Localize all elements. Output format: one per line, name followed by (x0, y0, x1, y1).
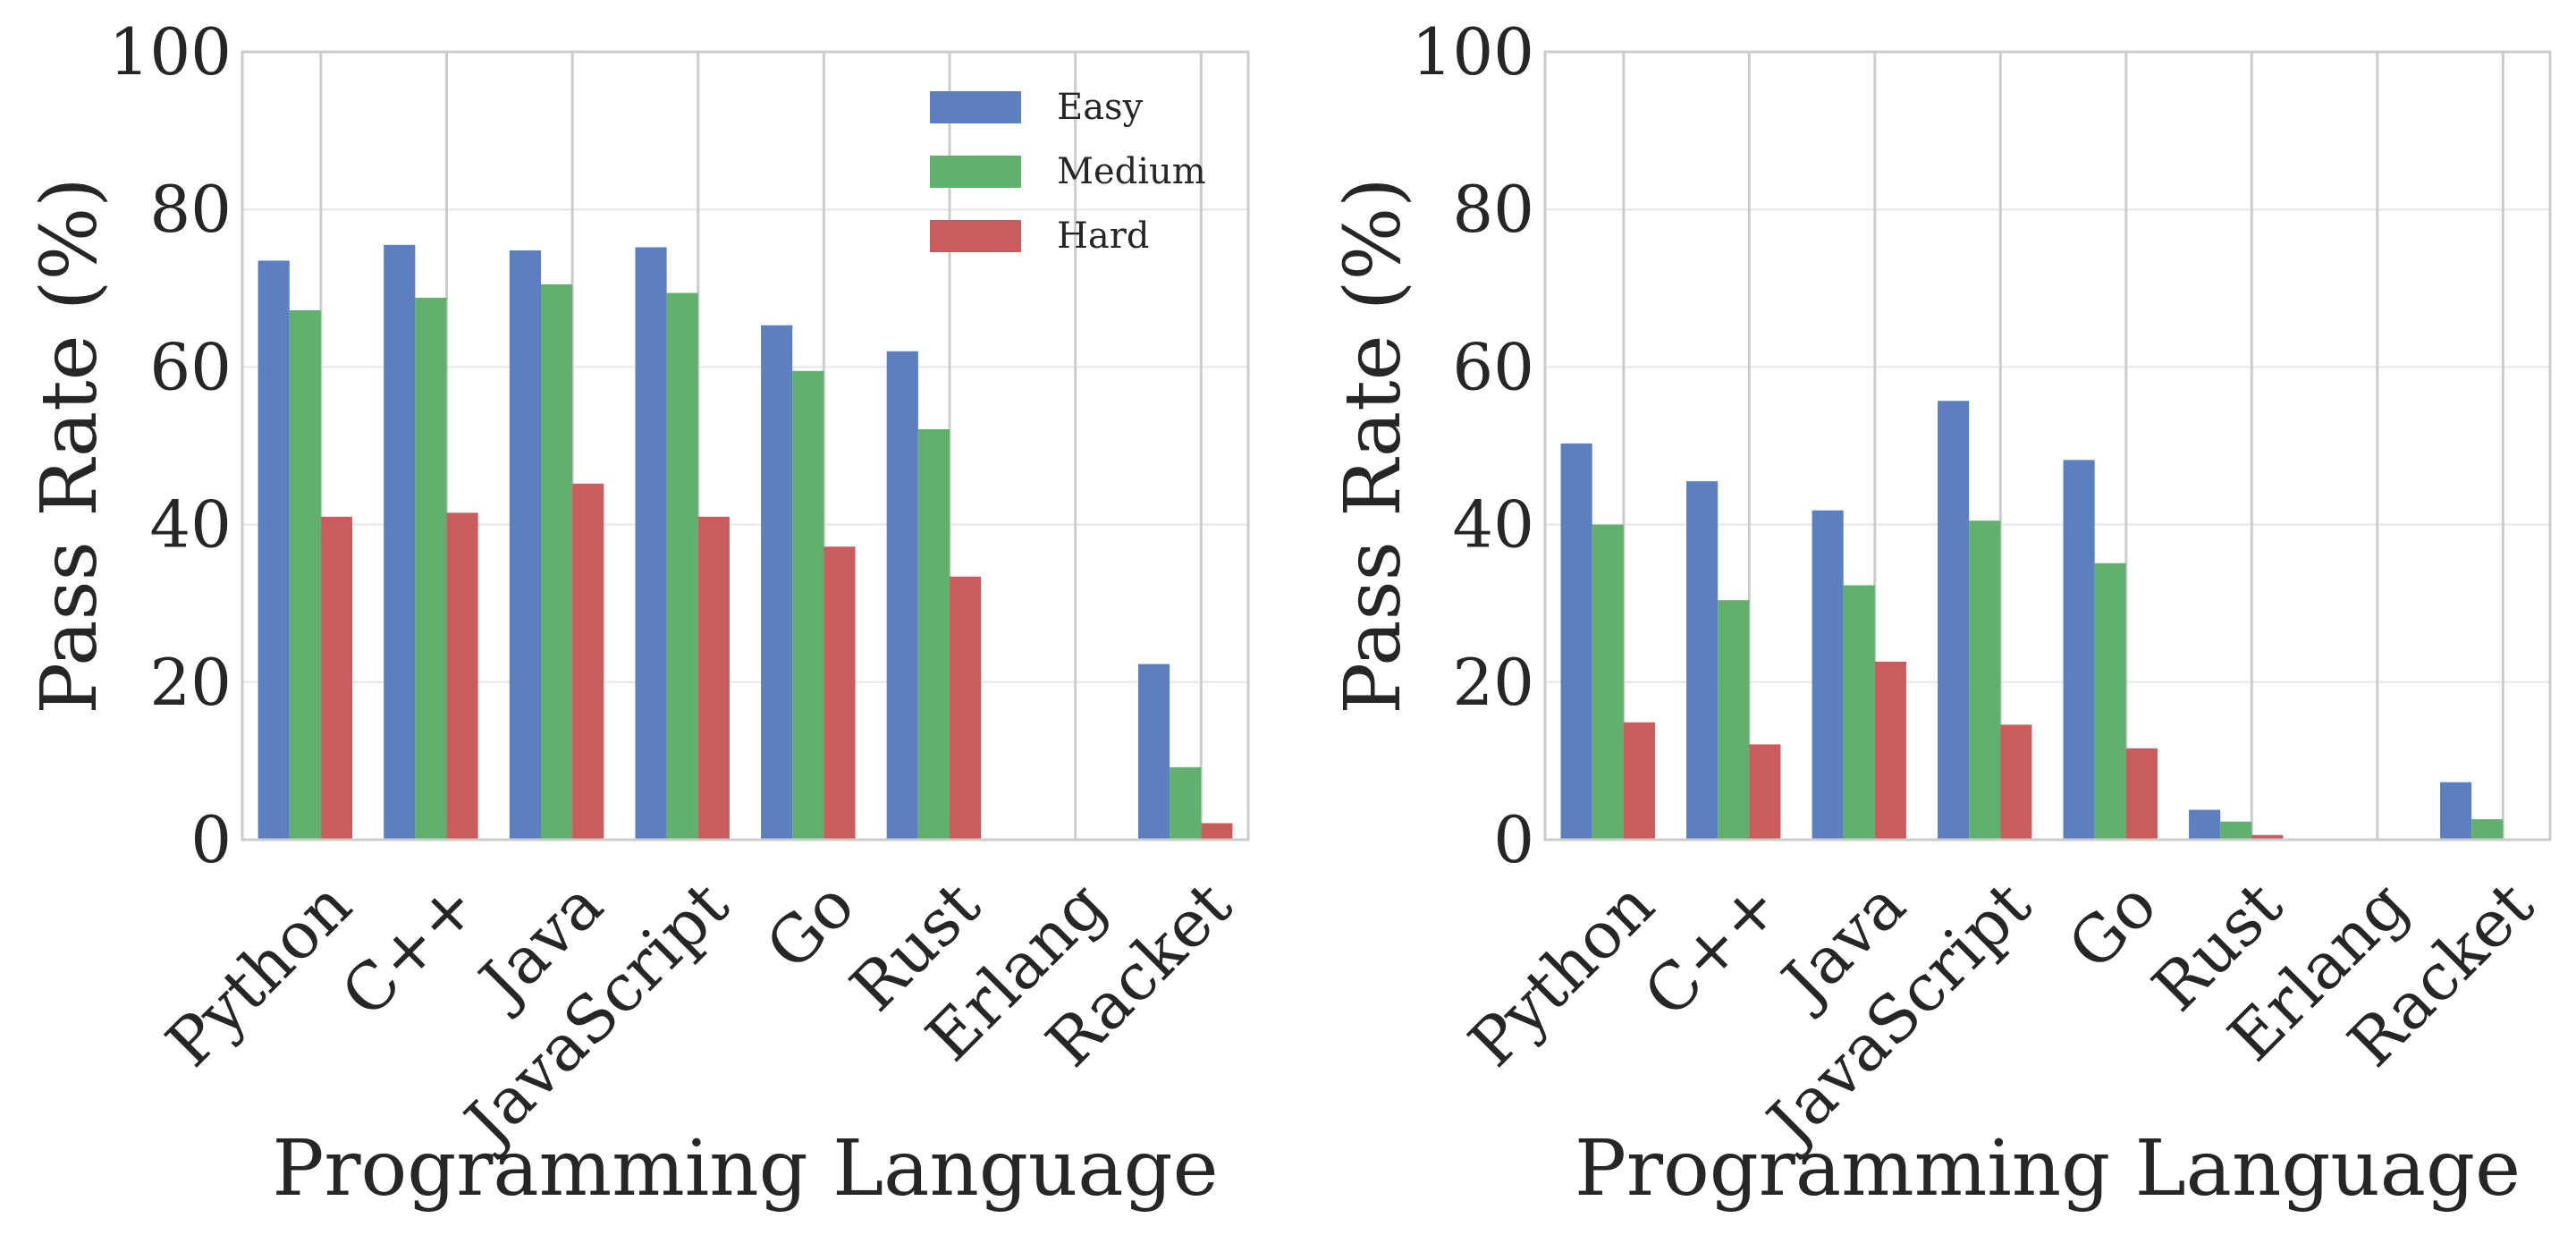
legend-label-medium: Medium (1057, 151, 1206, 192)
legend-swatch-medium (930, 156, 1021, 188)
y-tick-label: 0 (190, 802, 232, 877)
bar-medium-rust (2220, 821, 2252, 840)
y-tick-label: 40 (149, 487, 232, 563)
x-tick-label: C++ (1630, 867, 1795, 1032)
bar-medium-racket (1170, 766, 1202, 840)
plot-frame (241, 50, 1250, 842)
bar-hard-rust (950, 576, 982, 840)
bar-medium-python (289, 309, 321, 840)
bar-easy-cpp (384, 244, 416, 841)
y-tick-label: 20 (1452, 645, 1534, 720)
y-tick-label: 80 (1452, 172, 1534, 247)
bar-hard-go (823, 546, 856, 840)
y-axis-label: Pass Rate (%) (25, 177, 114, 715)
bar-hard-go (2125, 748, 2158, 840)
bar-easy-python (1560, 443, 1592, 840)
legend-swatch-easy (930, 91, 1021, 123)
bar-easy-racket (2440, 782, 2472, 840)
legend: Easy Medium Hard (930, 87, 1206, 257)
bar-medium-racket (2471, 819, 2504, 840)
bar-hard-cpp (446, 512, 478, 840)
bar-medium-javascript (1969, 520, 2001, 840)
bar-hard-python (320, 516, 353, 840)
x-axis-label: Programming Language (273, 1124, 1219, 1214)
bar-easy-go (2063, 460, 2095, 840)
y-tick-label: 100 (1412, 14, 1534, 89)
bar-easy-java (509, 250, 541, 841)
bar-medium-go (2094, 563, 2126, 840)
bar-hard-cpp (1749, 744, 1781, 840)
bar-medium-go (792, 370, 824, 840)
bar-easy-go (761, 325, 793, 840)
legend-label-easy: Easy (1057, 87, 1144, 128)
y-tick-label: 60 (149, 329, 232, 404)
bar-medium-javascript (666, 292, 698, 840)
x-axis-label: Programming Language (1575, 1124, 2521, 1214)
bar-easy-python (258, 260, 290, 841)
y-tick-label: 0 (1493, 802, 1534, 877)
legend-swatch-hard (930, 220, 1021, 252)
plot-frame (1543, 50, 2552, 842)
bar-easy-java (1812, 510, 1844, 840)
bar-hard-rust (2251, 834, 2284, 840)
y-tick-label: 80 (149, 172, 232, 247)
y-tick-label: 60 (1452, 329, 1534, 404)
bar-easy-rust (2189, 809, 2221, 840)
y-tick-label: 100 (109, 14, 232, 89)
y-tick-label: 20 (149, 645, 232, 720)
bar-hard-python (1623, 722, 1655, 840)
y-tick-label: 40 (1452, 487, 1534, 563)
bar-medium-rust (917, 428, 950, 840)
bar-hard-javascript (2000, 724, 2032, 840)
bar-hard-java (572, 483, 604, 840)
bar-easy-cpp (1686, 481, 1719, 840)
bar-hard-javascript (697, 516, 730, 840)
y-axis-label: Pass Rate (%) (1329, 177, 1418, 715)
bar-easy-racket (1137, 664, 1170, 840)
bar-medium-cpp (1718, 600, 1750, 840)
x-tick-label: C++ (327, 867, 492, 1032)
bar-medium-python (1592, 524, 1624, 840)
bar-easy-javascript (635, 247, 667, 840)
bar-hard-java (1874, 661, 1906, 840)
bar-medium-java (540, 283, 573, 840)
bar-hard-racket (1201, 823, 1233, 840)
bar-medium-java (1843, 585, 1875, 840)
bar-medium-cpp (415, 297, 447, 840)
legend-label-hard: Hard (1057, 216, 1149, 257)
bar-easy-javascript (1938, 401, 1970, 840)
bar-easy-rust (886, 351, 918, 840)
